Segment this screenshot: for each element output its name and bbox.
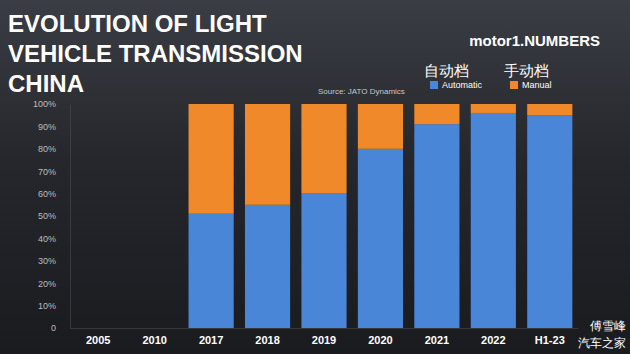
x-tick-label: 2018 bbox=[255, 334, 279, 346]
y-tick: 70% bbox=[38, 167, 70, 177]
bar bbox=[189, 104, 234, 214]
y-tick-label: 50% bbox=[38, 211, 56, 221]
x-tick: 2005 bbox=[86, 328, 110, 346]
y-tick-label: 10% bbox=[38, 301, 56, 311]
bar bbox=[471, 104, 516, 113]
x-tick: 2018 bbox=[255, 328, 279, 346]
plot: 0 10% 20% 30% 40% 50% 60% 70% 80% 90% 100% 2005 2010… bbox=[33, 99, 579, 345]
x-tick: 2019 bbox=[312, 328, 336, 346]
y-tick: 90% bbox=[38, 122, 70, 132]
source: Source: JATO Dynamics bbox=[318, 87, 405, 96]
bar bbox=[414, 104, 459, 124]
y-tick-label: 40% bbox=[38, 234, 56, 244]
watermark: 傅雪峰 bbox=[590, 319, 626, 333]
legend-label: Manual bbox=[522, 80, 552, 90]
y-axis: 0 10% 20% 30% 40% 50% 60% 70% 80% 90% 100% bbox=[33, 99, 71, 333]
x-tick: H1-23 bbox=[535, 328, 565, 346]
y-tick: 80% bbox=[38, 144, 70, 154]
x-tick: 2017 bbox=[199, 328, 223, 346]
y-tick: 60% bbox=[38, 189, 70, 199]
chart: EVOLUTION OF LIGHT VEHICLE TRANSMISSION CH… bbox=[0, 0, 630, 354]
y-tick-label: 70% bbox=[38, 167, 56, 177]
bar bbox=[301, 104, 346, 194]
bar bbox=[189, 214, 234, 328]
x-tick-label: 2020 bbox=[368, 334, 392, 346]
bar bbox=[471, 113, 516, 328]
annotation: 自动档 bbox=[424, 62, 469, 80]
legend-swatch bbox=[430, 81, 438, 89]
x-tick: 2021 bbox=[425, 328, 449, 346]
x-tick: 2010 bbox=[142, 328, 166, 346]
x-axis: 2005 2010 2017 2018 2019 2020 2021 2022 H1-23 bbox=[71, 328, 579, 346]
watermark: 汽车之家 bbox=[578, 336, 626, 350]
y-tick: 100% bbox=[33, 99, 70, 109]
x-tick-label: 2022 bbox=[481, 334, 505, 346]
bar bbox=[527, 115, 572, 328]
bar bbox=[245, 205, 290, 328]
title: CHINA bbox=[8, 70, 84, 97]
title: VEHICLE TRANSMISSION bbox=[8, 40, 303, 67]
bars bbox=[189, 104, 573, 328]
bar bbox=[358, 104, 403, 149]
x-tick-label: 2021 bbox=[425, 334, 449, 346]
x-tick: 2022 bbox=[481, 328, 505, 346]
legend: Automatic Manual bbox=[430, 80, 552, 90]
x-axis-line bbox=[71, 328, 579, 329]
y-tick: 50% bbox=[38, 211, 70, 221]
y-tick: 0 bbox=[51, 323, 70, 333]
y-tick: 20% bbox=[38, 279, 70, 289]
y-tick-label: 20% bbox=[38, 279, 56, 289]
y-tick: 40% bbox=[38, 234, 70, 244]
y-tick-label: 60% bbox=[38, 189, 56, 199]
y-tick: 30% bbox=[38, 256, 70, 266]
logo: motor1.NUMBERS bbox=[469, 32, 600, 49]
x-tick-label: 2017 bbox=[199, 334, 223, 346]
x-tick-label: 2019 bbox=[312, 334, 336, 346]
title: EVOLUTION OF LIGHT bbox=[8, 10, 267, 37]
x-tick-label: H1-23 bbox=[535, 334, 565, 346]
x-tick: 2020 bbox=[368, 328, 392, 346]
bar bbox=[301, 194, 346, 328]
y-axis-line bbox=[70, 105, 71, 329]
background bbox=[0, 0, 630, 354]
bar bbox=[245, 104, 290, 205]
legend-label: Automatic bbox=[442, 80, 483, 90]
annotation: 手动档 bbox=[504, 62, 549, 80]
bar bbox=[358, 149, 403, 328]
y-tick-label: 80% bbox=[38, 144, 56, 154]
y-tick-label: 30% bbox=[38, 256, 56, 266]
bar bbox=[414, 124, 459, 328]
bar bbox=[527, 104, 572, 115]
y-tick-label: 0 bbox=[51, 323, 56, 333]
x-tick-label: 2010 bbox=[142, 334, 166, 346]
y-tick-label: 90% bbox=[38, 122, 56, 132]
x-tick-label: 2005 bbox=[86, 334, 110, 346]
y-tick: 10% bbox=[38, 301, 70, 311]
y-tick-label: 100% bbox=[33, 99, 56, 109]
legend-swatch bbox=[510, 81, 518, 89]
